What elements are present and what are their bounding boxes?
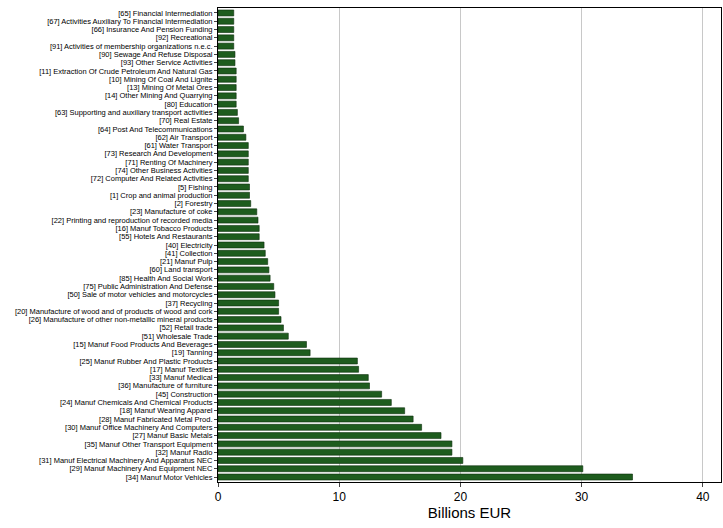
svg-text:[26] Manufacture of other non-: [26] Manufacture of other non-metallic m…	[29, 315, 213, 324]
svg-text:[1] Crop and animal production: [1] Crop and animal production	[110, 191, 213, 200]
svg-text:[71] Renting Of Machinery: [71] Renting Of Machinery	[125, 158, 212, 167]
svg-text:[28] Manuf Fabricated Metal Pr: [28] Manuf Fabricated Metal Prod.	[99, 415, 212, 424]
svg-text:[90] Sewage And Refuse Disposa: [90] Sewage And Refuse Disposal	[99, 50, 213, 59]
svg-text:[21] Manuf Pulp: [21] Manuf Pulp	[160, 257, 213, 266]
svg-text:[23] Manufacture of coke: [23] Manufacture of coke	[130, 207, 213, 216]
svg-text:[72] Computer And Related Acti: [72] Computer And Related Activities	[91, 174, 213, 183]
svg-text:[13] Mining Of Metal Ores: [13] Mining Of Metal Ores	[127, 83, 213, 92]
svg-text:[92] Recreational: [92] Recreational	[156, 33, 213, 42]
svg-text:Billions EUR: Billions EUR	[428, 504, 512, 521]
svg-text:[35] Manuf Other Transport Equ: [35] Manuf Other Transport Equipment	[85, 440, 214, 449]
svg-text:[74] Other Business Activities: [74] Other Business Activities	[115, 166, 212, 175]
svg-text:[16] Manuf Tobacco Products: [16] Manuf Tobacco Products	[115, 224, 212, 233]
svg-text:[5] Fishing: [5] Fishing	[178, 183, 213, 192]
svg-text:[2] Forestry: [2] Forestry	[175, 199, 213, 208]
svg-text:[36] Manufacture of furniture: [36] Manufacture of furniture	[118, 381, 212, 390]
svg-text:[41] Collection: [41] Collection	[165, 249, 213, 258]
svg-text:[40] Electricity: [40] Electricity	[166, 241, 213, 250]
svg-text:[29] Manuf Machinery And Equip: [29] Manuf Machinery And Equipment NEC	[70, 464, 214, 473]
svg-text:[51] Wholesale Trade: [51] Wholesale Trade	[142, 332, 213, 341]
svg-text:40: 40	[696, 490, 710, 504]
svg-text:[85] Health And Social Work: [85] Health And Social Work	[119, 274, 212, 283]
svg-text:[11] Extraction Of Crude Petro: [11] Extraction Of Crude Petroleum And N…	[39, 67, 213, 76]
svg-text:[24] Manuf Chemicals And Chemi: [24] Manuf Chemicals And Chemical Produc…	[60, 398, 213, 407]
svg-text:[75] Public Administration And: [75] Public Administration And Defense	[83, 282, 212, 291]
svg-text:30: 30	[575, 490, 589, 504]
svg-text:[64] Post And Telecommunicatio: [64] Post And Telecommunications	[98, 125, 213, 134]
svg-text:[70] Real Estate: [70] Real Estate	[159, 116, 212, 125]
svg-text:[20] Manufacture of wood and o: [20] Manufacture of wood and of products…	[15, 307, 213, 316]
svg-text:[93] Other Service Activities: [93] Other Service Activities	[121, 58, 213, 67]
svg-text:[30] Manuf Office Machinery An: [30] Manuf Office Machinery And Computer…	[65, 423, 213, 432]
svg-text:[80] Education: [80] Education	[165, 100, 213, 109]
svg-text:0: 0	[215, 490, 222, 504]
svg-text:[14] Other Mining And Quarryin: [14] Other Mining And Quarrying	[105, 91, 213, 100]
svg-text:[52] Retail trade: [52] Retail trade	[160, 323, 213, 332]
svg-text:[60] Land transport: [60] Land transport	[150, 265, 214, 274]
svg-text:20: 20	[454, 490, 468, 504]
svg-text:[45] Construction: [45] Construction	[156, 390, 213, 399]
svg-text:[32] Manuf Radio: [32] Manuf Radio	[155, 448, 212, 457]
svg-text:[61] Water Transport: [61] Water Transport	[144, 141, 213, 150]
svg-text:[22] Printing and reproduction: [22] Printing and reproduction of record…	[52, 216, 214, 225]
svg-text:[34] Manuf Motor Vehicles: [34] Manuf Motor Vehicles	[126, 473, 213, 482]
svg-text:[25] Manuf Rubber And Plastic: [25] Manuf Rubber And Plastic Products	[80, 357, 213, 366]
svg-text:[33] Manuf Medical: [33] Manuf Medical	[149, 373, 213, 382]
svg-text:[19] Tanning: [19] Tanning	[172, 348, 213, 357]
svg-text:[17] Manuf Textiles: [17] Manuf Textiles	[150, 365, 213, 374]
svg-text:[63] Supporting and auxiliary: [63] Supporting and auxiliary transport …	[55, 108, 213, 117]
svg-text:[15] Manuf Food Products And B: [15] Manuf Food Products And Beverages	[73, 340, 213, 349]
svg-text:[55] Hotels And Restaurants: [55] Hotels And Restaurants	[119, 232, 213, 241]
svg-text:[67] Activities Auxiliary To F: [67] Activities Auxiliary To Financial I…	[47, 17, 212, 26]
svg-text:[10] Mining Of Coal And Lignit: [10] Mining Of Coal And Lignite	[109, 75, 212, 84]
svg-text:[65] Financial Intermediation: [65] Financial Intermediation	[118, 9, 212, 18]
svg-text:[27] Manuf Basic Metals: [27] Manuf Basic Metals	[132, 431, 212, 440]
svg-text:[31] Manuf Electrical Machiner: [31] Manuf Electrical Machinery And Appa…	[39, 456, 213, 465]
svg-text:[62] Air Transport: [62] Air Transport	[155, 133, 213, 142]
svg-text:[66] Insurance And Pension Fun: [66] Insurance And Pension Funding	[92, 25, 213, 34]
svg-text:[73] Research And Development: [73] Research And Development	[105, 149, 214, 158]
svg-text:[91] Activities of membership: [91] Activities of membership organizati…	[50, 42, 213, 51]
svg-text:10: 10	[333, 490, 347, 504]
svg-text:[37] Recycling: [37] Recycling	[165, 299, 212, 308]
svg-text:[50] Sale of motor vehicles an: [50] Sale of motor vehicles and motorcyc…	[67, 290, 212, 299]
svg-text:[18] Manuf Wearing Apparel: [18] Manuf Wearing Apparel	[120, 406, 213, 415]
